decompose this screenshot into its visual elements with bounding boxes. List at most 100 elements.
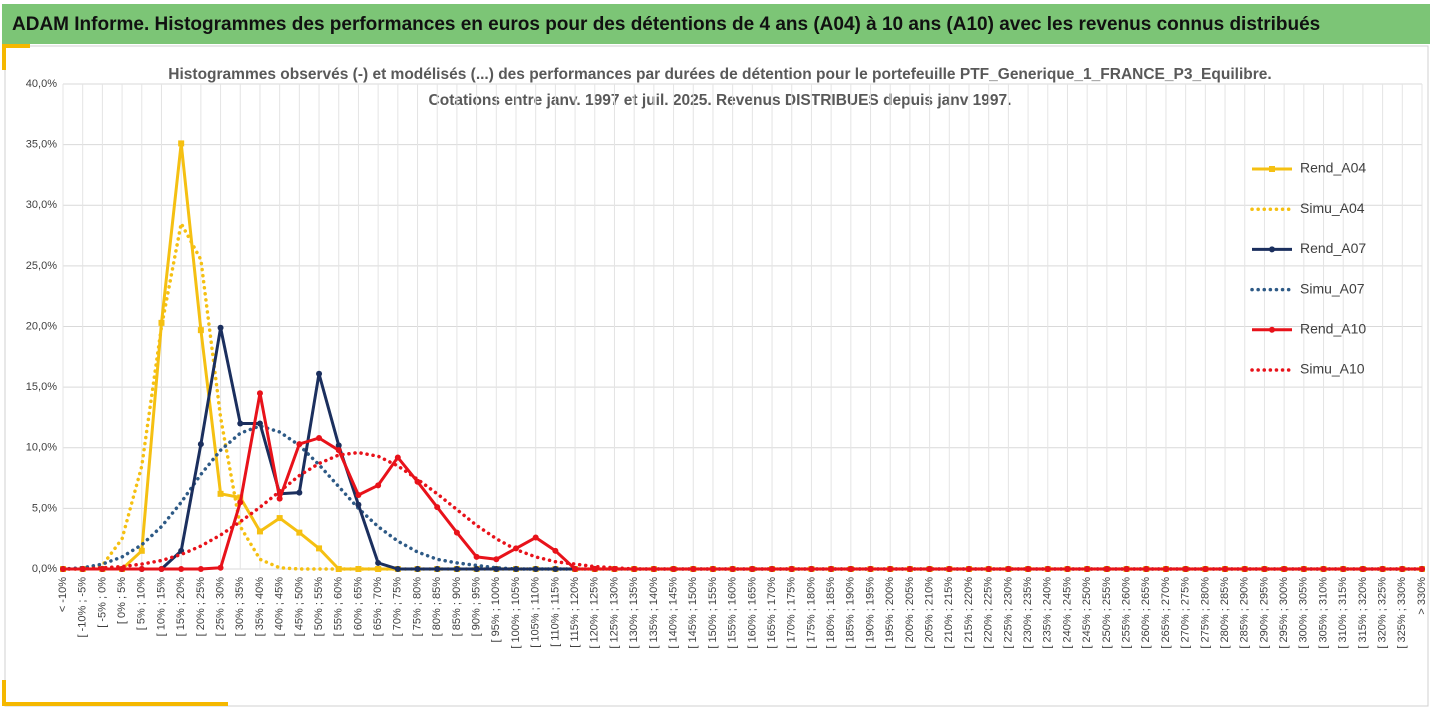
- y-tick-label: 30,0%: [26, 199, 57, 211]
- point: [1241, 566, 1248, 572]
- y-tick-label: 40,0%: [26, 78, 57, 90]
- x-tick-label: [ 170% ; 175%: [786, 577, 798, 649]
- point: [1359, 566, 1366, 572]
- x-tick-label: [ 20% ; 25%: [195, 577, 207, 637]
- point: [316, 435, 323, 442]
- x-tick-label: [ 55% ; 60%: [333, 577, 345, 637]
- x-tick-label: < -10%: [57, 577, 69, 612]
- point: [158, 319, 165, 326]
- point: [985, 566, 992, 572]
- point: [355, 501, 362, 508]
- point: [453, 529, 460, 536]
- x-tick-label: [ 105% ; 110%: [530, 577, 542, 648]
- point: [355, 492, 362, 499]
- x-tick-label: [ 40% ; 45%: [274, 577, 286, 637]
- point: [434, 504, 441, 511]
- point: [788, 566, 795, 572]
- point: [335, 442, 342, 449]
- x-tick-label: [ 285% ; 290%: [1239, 577, 1251, 649]
- point: [828, 566, 835, 572]
- x-tick-label: [ 270% ; 275%: [1180, 577, 1192, 649]
- point: [769, 566, 776, 572]
- point: [473, 553, 480, 560]
- point: [493, 556, 500, 563]
- point: [1399, 566, 1406, 572]
- x-tick-label: [ 295% ; 300%: [1278, 577, 1290, 649]
- x-tick-label: [ 150% ; 155%: [707, 577, 719, 649]
- point: [532, 534, 539, 541]
- point: [375, 482, 382, 489]
- point: [217, 490, 224, 497]
- x-tick-label: [ 50% ; 55%: [313, 577, 325, 637]
- x-tick-label: [ 100% ; 105%: [510, 577, 522, 649]
- point: [1143, 566, 1150, 572]
- point: [60, 566, 66, 572]
- point: [493, 566, 500, 572]
- corner-mark: [2, 702, 228, 706]
- corner-mark: [2, 44, 30, 48]
- x-tick-label: [ 115% ; 120%: [569, 577, 581, 648]
- x-tick-label: [ 290% ; 295%: [1258, 577, 1270, 649]
- x-tick-label: [ 230% ; 235%: [1022, 577, 1034, 649]
- point: [79, 566, 86, 572]
- point: [197, 327, 204, 334]
- point: [1379, 566, 1386, 572]
- point: [335, 566, 342, 572]
- point: [178, 140, 185, 147]
- point: [237, 499, 244, 506]
- x-tick-label: [ 75% ; 80%: [411, 577, 423, 637]
- y-tick-label: 5,0%: [32, 502, 57, 514]
- point: [946, 566, 953, 572]
- y-tick-label: 25,0%: [26, 260, 57, 272]
- x-tick-label: [ 215% ; 220%: [963, 577, 975, 649]
- point: [99, 566, 106, 572]
- point: [394, 566, 401, 572]
- legend-label: Simu_A07: [1300, 280, 1365, 296]
- point: [513, 545, 519, 552]
- point: [867, 566, 874, 572]
- point: [434, 566, 441, 572]
- x-tick-label: [ 145% ; 150%: [687, 577, 699, 649]
- chart-subtitle: Cotations entre janv. 1997 et juil. 2025…: [429, 92, 1012, 109]
- point: [808, 566, 815, 572]
- point: [552, 547, 559, 554]
- point: [1162, 566, 1169, 572]
- corner-mark: [2, 680, 6, 706]
- x-tick-label: [ 250% ; 255%: [1101, 577, 1113, 649]
- x-tick-label: [ 120% ; 125%: [589, 577, 601, 649]
- x-tick-label: [ 200% ; 205%: [904, 577, 916, 649]
- plot: [60, 140, 1425, 572]
- y-tick-label: 10,0%: [26, 442, 57, 454]
- x-tick-label: > 330%: [1416, 577, 1428, 615]
- point: [375, 559, 382, 566]
- point: [138, 566, 145, 572]
- header-title: ADAM Informe. Histogrammes des performan…: [12, 14, 1320, 35]
- point: [847, 566, 854, 572]
- series-line: [63, 391, 1422, 571]
- x-tick-label: [ 140% ; 145%: [667, 577, 679, 649]
- point: [1419, 566, 1425, 572]
- point: [394, 454, 401, 461]
- point: [591, 566, 598, 572]
- point: [729, 566, 736, 572]
- point: [276, 515, 283, 522]
- x-tick-label: [ 315% ; 320%: [1357, 577, 1369, 649]
- x-tick-label: [ 305% ; 310%: [1317, 577, 1329, 649]
- x-tick-label: [ 175% ; 180%: [805, 577, 817, 649]
- x-tick-label: [ 325% ; 330%: [1396, 577, 1408, 649]
- legend-marker: [1269, 326, 1275, 333]
- legend-label: Rend_A04: [1300, 160, 1366, 176]
- point: [552, 566, 559, 572]
- y-tick-label: 35,0%: [26, 139, 57, 151]
- x-tick-label: [ 95% ; 100%: [490, 577, 502, 643]
- point: [276, 495, 283, 502]
- point: [414, 566, 421, 572]
- point: [316, 545, 323, 552]
- x-tick-label: [ 110% ; 115%: [549, 577, 561, 647]
- x-tick-label: [ 30% ; 35%: [234, 577, 246, 637]
- legend-label: Simu_A10: [1300, 361, 1365, 377]
- point: [1340, 566, 1347, 572]
- point: [158, 566, 165, 572]
- x-tick-label: [ 320% ; 325%: [1377, 577, 1389, 649]
- point: [197, 566, 204, 572]
